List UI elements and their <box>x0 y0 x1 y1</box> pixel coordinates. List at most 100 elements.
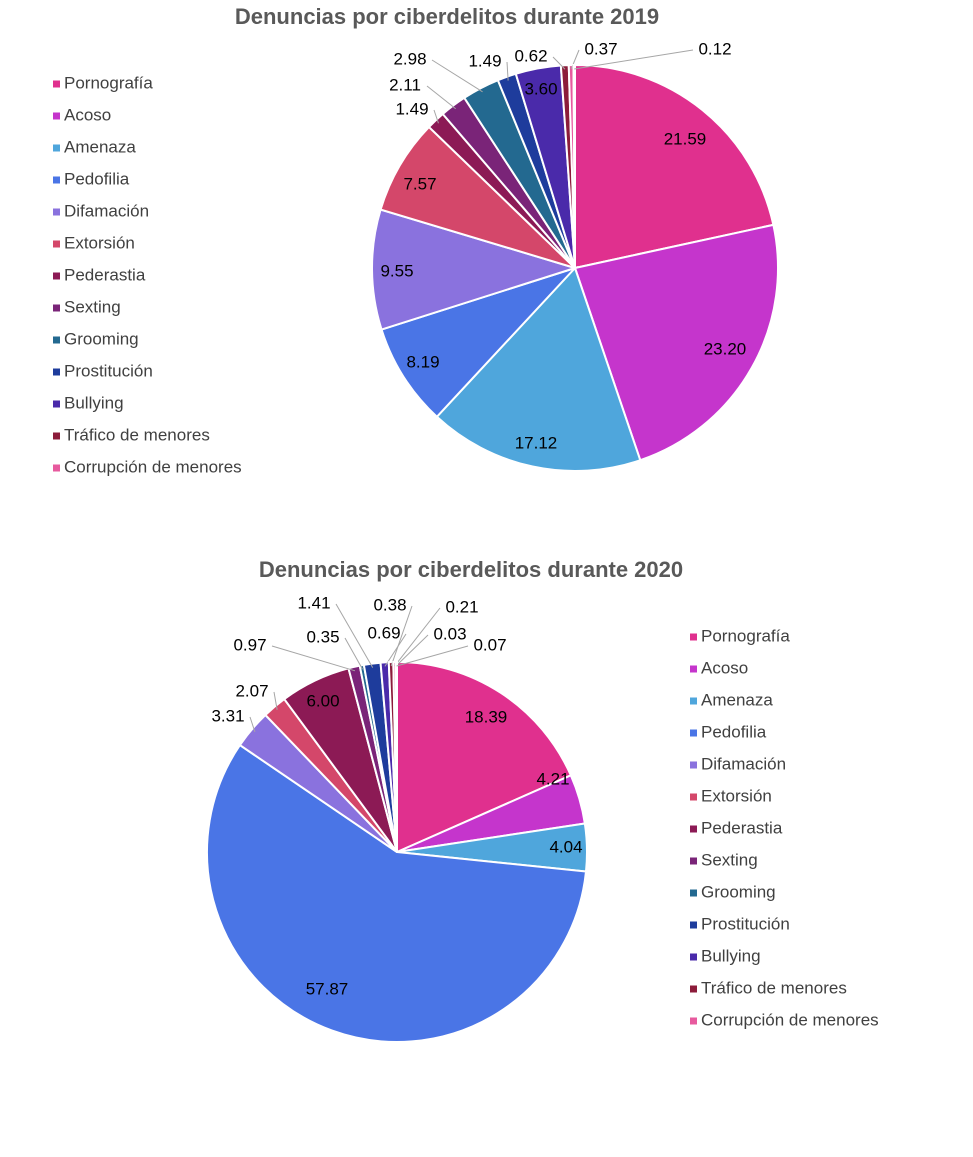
legend-swatch <box>53 336 60 344</box>
legend-label: Amenaza <box>64 137 136 156</box>
data-label: 0.38 <box>373 595 406 614</box>
legend-swatch <box>53 368 60 376</box>
legend-label: Sexting <box>64 297 121 316</box>
legend-label: Pederastia <box>701 818 783 837</box>
leader-line <box>384 633 407 667</box>
legend-swatch <box>53 272 60 280</box>
leader-line <box>574 49 694 70</box>
legend-label: Difamación <box>64 201 149 220</box>
legend-label: Corrupción de menores <box>701 1010 879 1029</box>
leader-line <box>335 603 374 668</box>
legend-swatch <box>690 697 697 705</box>
legend-label: Extorsión <box>64 233 135 252</box>
legend-swatch <box>53 400 60 408</box>
legend-label: Pornografía <box>64 73 153 92</box>
legend-label: Sexting <box>701 850 758 869</box>
data-label: 0.62 <box>514 46 547 65</box>
legend-swatch <box>690 953 697 961</box>
data-label: 23.20 <box>704 339 747 358</box>
data-label: 7.57 <box>403 174 436 193</box>
leader-line <box>395 634 429 667</box>
legend-swatch <box>690 857 697 865</box>
legend-label: Acoso <box>701 658 748 677</box>
data-label: 0.03 <box>433 624 466 643</box>
legend-label: Amenaza <box>701 690 773 709</box>
data-label: 2.98 <box>393 49 426 68</box>
legend-swatch <box>690 1017 697 1025</box>
legend-label: Bullying <box>64 393 124 412</box>
legend-swatch <box>690 665 697 673</box>
legend-swatch <box>53 432 60 440</box>
data-label: 2.11 <box>389 75 421 94</box>
data-label: 2.07 <box>235 681 268 700</box>
leader-line <box>433 109 439 124</box>
legend-swatch <box>690 889 697 897</box>
data-label: 17.12 <box>515 433 558 452</box>
data-label: 0.21 <box>445 597 478 616</box>
legend-label: Pornografía <box>701 626 790 645</box>
pie-slice <box>572 63 576 269</box>
data-label: 21.59 <box>664 129 707 148</box>
data-label: 0.12 <box>698 39 731 58</box>
pie-slice <box>380 265 579 419</box>
legend-label: Grooming <box>64 329 139 348</box>
legend-label: Corrupción de menores <box>64 457 242 476</box>
data-label: 4.04 <box>549 837 582 856</box>
legend-swatch <box>53 208 60 216</box>
leader-line <box>344 637 363 670</box>
data-label: 1.49 <box>395 99 428 118</box>
chart-title: Denuncias por ciberdelitos durante 2019 <box>235 4 659 29</box>
leader-line <box>249 716 256 733</box>
data-label: 3.60 <box>524 79 557 98</box>
data-label: 8.19 <box>406 352 439 371</box>
leader-line <box>552 56 566 70</box>
legend-label: Pedofilia <box>701 722 767 741</box>
legend-swatch <box>53 240 60 248</box>
legend-swatch <box>53 464 60 472</box>
legend-label: Pedofilia <box>64 169 130 188</box>
leader-line <box>431 59 483 93</box>
leader-line <box>271 645 356 672</box>
pie-slice <box>395 660 398 853</box>
data-label: 0.69 <box>367 623 400 642</box>
leader-line <box>273 691 278 710</box>
data-label: 1.49 <box>468 51 501 70</box>
leader-line <box>396 645 469 667</box>
pie-slice <box>574 63 775 270</box>
leader-line <box>390 605 413 667</box>
legend-label: Tráfico de menores <box>701 978 847 997</box>
legend-label: Bullying <box>701 946 761 965</box>
data-label: 57.87 <box>306 979 349 998</box>
data-label: 4.21 <box>536 769 569 788</box>
legend-swatch <box>690 633 697 641</box>
data-label: 1.41 <box>297 593 330 612</box>
legend-swatch <box>53 112 60 120</box>
legend-label: Grooming <box>701 882 776 901</box>
data-label: 0.97 <box>233 635 266 654</box>
data-label: 0.35 <box>306 627 339 646</box>
leader-line <box>394 607 441 667</box>
legend-swatch <box>690 793 697 801</box>
legend-swatch <box>53 176 60 184</box>
data-label: 3.31 <box>211 706 244 725</box>
data-label: 6.00 <box>306 691 339 710</box>
chart-title: Denuncias por ciberdelitos durante 2020 <box>259 557 683 582</box>
leader-line <box>426 85 456 110</box>
pie-slice <box>573 223 779 462</box>
legend-label: Prostitución <box>701 914 790 933</box>
data-label: 18.39 <box>465 707 508 726</box>
legend-swatch <box>690 921 697 929</box>
pie-slice <box>206 743 588 1043</box>
legend-swatch <box>53 144 60 152</box>
legend-swatch <box>690 985 697 993</box>
legend-swatch <box>690 761 697 769</box>
legend-label: Difamación <box>701 754 786 773</box>
data-label: 0.37 <box>584 39 617 58</box>
legend-swatch <box>53 304 60 312</box>
legend-label: Pederastia <box>64 265 146 284</box>
data-label: 0.07 <box>473 635 506 654</box>
legend-label: Tráfico de menores <box>64 425 210 444</box>
legend-label: Extorsión <box>701 786 772 805</box>
legend-swatch <box>690 729 697 737</box>
